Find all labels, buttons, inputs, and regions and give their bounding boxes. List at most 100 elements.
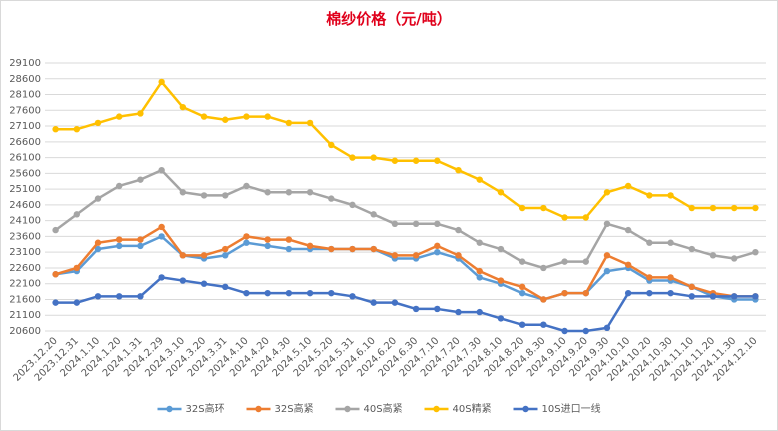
data-point xyxy=(73,211,81,218)
data-point xyxy=(328,245,335,253)
data-point xyxy=(73,264,81,272)
data-point xyxy=(52,226,59,234)
data-point xyxy=(306,242,314,250)
data-point xyxy=(94,119,102,127)
data-point xyxy=(94,195,102,202)
data-point xyxy=(158,274,165,281)
data-point xyxy=(264,289,271,297)
data-point xyxy=(116,242,123,250)
data-point xyxy=(73,126,81,133)
data-point xyxy=(688,293,695,300)
y-tick-label: 20600 xyxy=(9,326,41,337)
data-point xyxy=(243,233,250,240)
data-point xyxy=(222,245,229,253)
data-point xyxy=(306,189,314,196)
data-point xyxy=(116,236,123,243)
y-tick-label: 24600 xyxy=(9,200,41,211)
data-point xyxy=(158,233,165,240)
legend-label: 32S高紧 xyxy=(275,402,314,415)
data-point xyxy=(497,189,505,196)
data-point xyxy=(412,220,420,227)
data-point xyxy=(434,248,441,256)
y-tick-label: 23100 xyxy=(9,247,41,258)
data-point xyxy=(349,201,356,209)
data-point xyxy=(222,192,229,199)
legend-label: 10S进口一线 xyxy=(542,402,601,415)
data-point xyxy=(730,293,738,300)
data-point xyxy=(730,204,738,212)
data-point xyxy=(709,252,717,259)
y-tick-label: 24100 xyxy=(9,216,41,227)
data-point xyxy=(603,324,611,332)
data-point xyxy=(349,154,356,161)
data-point xyxy=(222,116,229,123)
data-point xyxy=(94,245,102,253)
data-point xyxy=(730,255,738,262)
data-point xyxy=(518,283,526,291)
data-point xyxy=(285,119,293,127)
series-line xyxy=(55,80,756,219)
y-tick-label: 25600 xyxy=(9,168,41,179)
y-tick-label: 21600 xyxy=(9,294,41,305)
data-point xyxy=(285,236,293,243)
data-point xyxy=(158,78,165,86)
data-point xyxy=(222,283,229,291)
data-point xyxy=(116,182,123,190)
series-line xyxy=(55,276,756,333)
data-point xyxy=(752,293,759,300)
data-point xyxy=(391,252,399,259)
y-tick-label: 26100 xyxy=(9,153,41,164)
data-point xyxy=(179,252,187,259)
legend-marker xyxy=(255,405,262,413)
data-point xyxy=(264,189,271,196)
data-point xyxy=(285,245,293,253)
data-point xyxy=(52,126,59,133)
data-point xyxy=(476,239,483,246)
y-tick-label: 27600 xyxy=(9,105,41,116)
data-point xyxy=(94,239,102,246)
data-point xyxy=(137,236,144,243)
y-tick-label: 25100 xyxy=(9,184,41,195)
data-point xyxy=(285,289,293,297)
data-point xyxy=(603,267,611,275)
data-point xyxy=(328,195,335,202)
data-point xyxy=(179,103,187,111)
data-point xyxy=(328,141,335,149)
data-point xyxy=(137,242,144,250)
y-tick-label: 29100 xyxy=(9,58,41,69)
legend-marker xyxy=(344,405,351,413)
data-point xyxy=(412,252,420,259)
data-point xyxy=(624,226,632,234)
data-point xyxy=(264,242,271,250)
data-point xyxy=(518,258,526,265)
data-point xyxy=(603,252,611,259)
data-point xyxy=(497,315,505,322)
legend-label: 40S精紧 xyxy=(453,402,492,415)
data-point xyxy=(137,110,144,117)
data-point xyxy=(497,277,505,284)
data-point xyxy=(455,167,462,174)
data-point xyxy=(709,204,717,212)
data-point xyxy=(646,289,653,297)
data-point xyxy=(412,157,420,164)
data-point xyxy=(667,192,674,199)
data-point xyxy=(561,289,568,297)
data-point xyxy=(434,157,441,164)
data-point xyxy=(709,293,717,300)
data-point xyxy=(158,167,165,174)
y-tick-label: 21100 xyxy=(9,310,41,321)
legend-marker xyxy=(522,405,529,413)
chart-title: 棉纱价格（元/吨） xyxy=(326,10,451,28)
data-point xyxy=(94,293,102,300)
y-tick-label: 28600 xyxy=(9,74,41,85)
data-point xyxy=(540,264,547,272)
data-point xyxy=(476,267,483,275)
data-point xyxy=(243,182,250,190)
data-point xyxy=(624,182,632,190)
legend-label: 32S高环 xyxy=(186,402,225,415)
data-point xyxy=(624,289,632,297)
data-point xyxy=(391,220,399,227)
data-point xyxy=(158,223,165,231)
data-point xyxy=(752,248,759,256)
